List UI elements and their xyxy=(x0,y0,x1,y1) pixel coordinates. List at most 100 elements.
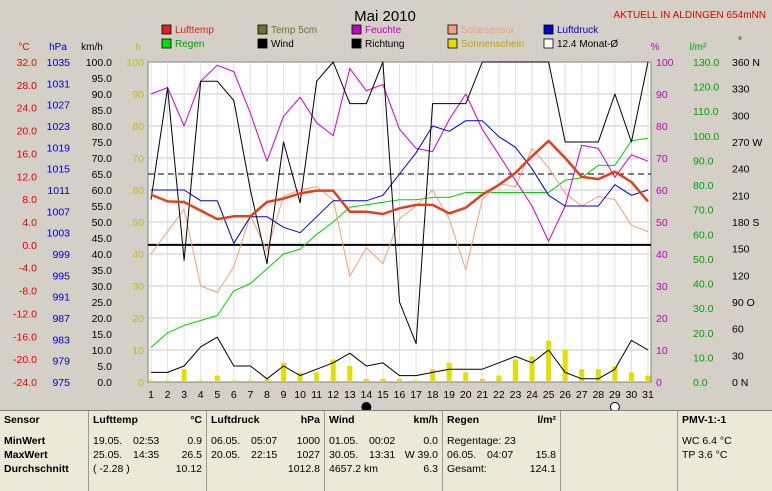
tick-wind: 65.0 xyxy=(92,169,113,181)
sunshine-bar xyxy=(413,380,419,382)
tick-temp: -16.0 xyxy=(13,331,37,343)
tick-wind: 95.0 xyxy=(92,73,113,85)
tick-dir: 270 W xyxy=(732,137,762,149)
tick-dir: 30 xyxy=(732,350,744,362)
stats-cell: Regentage: 23 xyxy=(447,435,516,447)
tick-sun: 70 xyxy=(132,153,144,165)
tick-humidity: 80 xyxy=(656,121,668,133)
weather-chart: Mai 2010 AKTUELL IN ALDINGEN 654mNN Luft… xyxy=(13,8,766,410)
tick-temp: 0.0 xyxy=(22,240,37,252)
tick-dir: 60 xyxy=(732,324,744,336)
stats-label-avg: Durchschnitt xyxy=(4,463,69,475)
stats-cell: W 39.0 xyxy=(404,449,438,461)
stats-temp-unit: °C xyxy=(190,414,202,426)
sunshine-bar xyxy=(529,356,535,382)
stats-pmv-tp: TP 3.6 °C xyxy=(682,449,728,461)
tick-temp: -20.0 xyxy=(13,354,37,366)
x-tick-label: 8 xyxy=(264,389,270,401)
stats-cell: 13:31 xyxy=(369,449,396,461)
x-tick-label: 22 xyxy=(493,389,505,401)
tick-humidity: 70 xyxy=(656,153,668,165)
tick-temp: -4.0 xyxy=(19,263,37,275)
stats-cell: 05:07 xyxy=(251,435,278,447)
tick-rain: 90.0 xyxy=(693,155,714,167)
sunshine-bar xyxy=(628,372,634,382)
tick-wind: 75.0 xyxy=(92,137,113,149)
tick-wind: 35.0 xyxy=(92,265,113,277)
x-tick-label: 1 xyxy=(148,389,154,401)
stats-pressure-unit: hPa xyxy=(300,414,320,426)
tick-pressure: 1011 xyxy=(47,185,70,197)
x-axis-labels: 1 2 3 4 5 6 7 8 9 10 11 12 13 14 15 16 17 18 19 20 21 22 23 24 2… xyxy=(148,389,654,401)
tick-rain: 70.0 xyxy=(693,205,714,217)
tick-wind: 55.0 xyxy=(92,201,113,213)
stats-cell: 01.05. xyxy=(329,435,359,447)
legend-swatch xyxy=(447,24,458,35)
stats-rain-unit: l/m² xyxy=(537,414,556,426)
stats-cell: 1012.8 xyxy=(287,463,320,475)
tick-temp: 28.0 xyxy=(17,80,38,92)
unit-rain: l/m² xyxy=(690,42,707,53)
tick-rain: 100.0 xyxy=(693,131,719,143)
tick-rain: 50.0 xyxy=(693,254,714,266)
sunshine-bar xyxy=(397,378,402,382)
tick-temp: 8.0 xyxy=(22,194,37,206)
x-tick-label: 18 xyxy=(427,389,439,401)
sunshine-bar xyxy=(479,378,485,382)
x-tick-label: 4 xyxy=(198,389,204,401)
tick-pressure: 983 xyxy=(52,334,70,346)
sunshine-bar xyxy=(496,375,502,382)
tick-wind: 25.0 xyxy=(92,297,113,309)
tick-temp: 4.0 xyxy=(22,217,37,229)
stats-col-wind: Wind km/h 01.05. 00:02 0.0 30.05. 13:31 W 39.… xyxy=(325,411,443,491)
x-tick-label: 30 xyxy=(626,389,638,401)
x-tick-label: 9 xyxy=(281,389,287,401)
tick-dir: 330 xyxy=(732,84,750,96)
tick-humidity: 30 xyxy=(656,281,668,293)
stats-cell: 10.12 xyxy=(175,463,202,475)
tick-rain: 60.0 xyxy=(693,229,714,241)
tick-pressure: 1007 xyxy=(47,206,71,218)
tick-temp: -8.0 xyxy=(19,286,37,298)
stats-cell: 02:53 xyxy=(133,435,160,447)
stats-cell: 00:02 xyxy=(369,435,396,447)
stats-cell: 15.8 xyxy=(535,449,556,461)
stats-cell: 06.05. xyxy=(211,435,241,447)
stats-col-empty xyxy=(561,411,678,491)
sunshine-bar xyxy=(463,372,469,382)
stats-cell: ( -2.28 ) xyxy=(93,463,130,475)
tick-pressure: 1019 xyxy=(47,142,71,154)
axes: 32.0 28.0 24.0 20.0 16.0 12.0 8.0 4.0 0.0 -4.0 -8.… xyxy=(13,57,762,389)
sunshine-bar xyxy=(562,350,568,382)
tick-wind: 45.0 xyxy=(92,233,113,245)
sunshine-bar xyxy=(165,380,171,382)
station-label: AKTUELL IN ALDINGEN 654mNN xyxy=(614,10,766,21)
stats-col-temp: Lufttemp °C 19.05. 02:53 0.9 25.05. 14:35 26.… xyxy=(89,411,207,491)
legend: Lufttemp Temp 5cm Feuchte Solarsensor Luftdr… xyxy=(161,24,618,50)
tick-wind: 50.0 xyxy=(92,217,113,229)
rain-line xyxy=(150,137,649,348)
tick-temp: 20.0 xyxy=(17,126,38,138)
x-tick-label: 24 xyxy=(526,389,538,401)
stats-wind-unit: km/h xyxy=(413,414,438,426)
tick-rain: 110.0 xyxy=(693,106,719,118)
legend-label: Feuchte xyxy=(365,25,402,36)
stats-cell: Gesamt: xyxy=(447,463,487,475)
x-tick-label: 6 xyxy=(231,389,237,401)
legend-swatch xyxy=(543,24,554,35)
legend-label: Wind xyxy=(271,39,294,50)
sunshine-bar xyxy=(330,359,336,382)
stats-pmv-title: PMV-1:-1 xyxy=(682,414,727,426)
x-tick-label: 19 xyxy=(443,389,455,401)
tick-pressure: 1015 xyxy=(47,164,71,176)
sunshine-bar xyxy=(612,366,618,382)
unit-dir: ° xyxy=(738,36,742,47)
legend-label: Solarsensor xyxy=(461,25,515,36)
x-tick-label: 10 xyxy=(294,389,306,401)
tick-dir: 120 xyxy=(732,270,750,282)
x-tick-label: 13 xyxy=(344,389,356,401)
tick-rain: 130.0 xyxy=(693,57,719,69)
tick-pressure: 975 xyxy=(52,377,70,389)
tick-pressure: 991 xyxy=(52,292,70,304)
unit-humidity: % xyxy=(651,42,660,53)
